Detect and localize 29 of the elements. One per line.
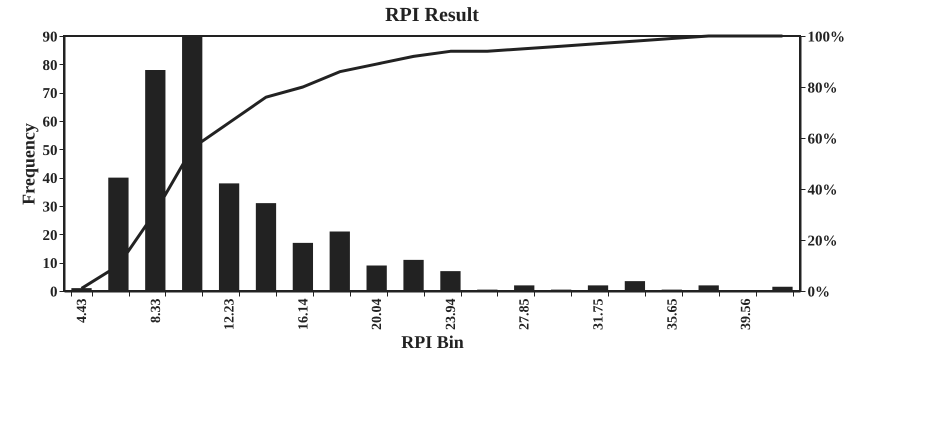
x-tick-label: 23.94 bbox=[444, 298, 459, 330]
x-axis-title: RPI Bin bbox=[401, 332, 464, 352]
x-tick-label: 31.75 bbox=[592, 298, 607, 330]
y2-tick-label: 100% bbox=[808, 30, 845, 46]
x-tick-label: 16.14 bbox=[296, 298, 312, 330]
y2-tick-label: 60% bbox=[808, 132, 838, 148]
y2-tick-label: 80% bbox=[808, 80, 838, 96]
y-tick-label: 60 bbox=[42, 114, 58, 130]
x-tick-label: 20.04 bbox=[370, 298, 386, 330]
y-tick-label: 80 bbox=[42, 58, 58, 74]
x-tick-label: 8.33 bbox=[148, 298, 164, 323]
y2-tick-label: 20% bbox=[808, 234, 838, 250]
x-tick-label: 12.23 bbox=[222, 298, 238, 330]
chart-title: RPI Result bbox=[385, 4, 480, 26]
y-tick-label: 40 bbox=[42, 171, 58, 188]
y-tick-label: 10 bbox=[42, 256, 58, 272]
x-tick-label: 39.56 bbox=[739, 298, 754, 330]
y-tick-label: 90 bbox=[42, 30, 58, 46]
y-tick-label: 30 bbox=[42, 200, 58, 216]
x-tick-label: 27.85 bbox=[518, 298, 533, 330]
y-tick-label: 70 bbox=[42, 86, 58, 102]
y-tick-label: 50 bbox=[42, 142, 58, 159]
y2-tick-label: 0% bbox=[808, 284, 830, 300]
x-tick-label: 35.65 bbox=[665, 298, 680, 330]
y-tick-label: 20 bbox=[42, 228, 58, 244]
y-tick-label: 0 bbox=[50, 284, 58, 300]
x-tick-label: 4.43 bbox=[75, 298, 90, 323]
y2-tick-label: 40% bbox=[808, 182, 838, 198]
y-axis-title: Frequency bbox=[18, 123, 38, 205]
